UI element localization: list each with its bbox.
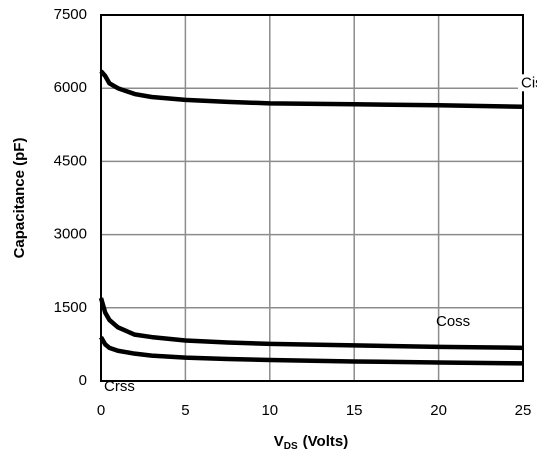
x-tick-label: 0 (97, 402, 105, 419)
series-line (99, 335, 524, 366)
x-tick-label: 25 (515, 402, 532, 419)
series-line (99, 69, 524, 109)
y-tick-label: 7500 (54, 6, 87, 23)
y-axis-title: Capacitance (pF) (11, 138, 28, 259)
x-axis-title-main: V (274, 433, 284, 450)
x-axis-title-subscript: DS (284, 441, 298, 452)
x-tick-label: 5 (181, 402, 189, 419)
y-tick-label: 0 (79, 372, 87, 389)
x-tick-label: 10 (261, 402, 278, 419)
label-background (518, 74, 537, 92)
x-tick-label: 20 (430, 402, 447, 419)
x-axis-title-unit: (Volts) (303, 433, 349, 450)
series-label: Crss (104, 378, 135, 395)
series-label: Coss (436, 313, 470, 330)
series-line (98, 297, 524, 351)
plot-border (100, 14, 524, 382)
series-label: Ciss (521, 74, 537, 91)
y-tick-label: 4500 (54, 152, 87, 169)
x-tick-label: 15 (346, 402, 363, 419)
y-tick-label: 1500 (54, 299, 87, 316)
x-axis-title: VDS (Volts) (274, 433, 348, 452)
y-tick-label: 3000 (54, 226, 87, 243)
y-tick-label: 6000 (54, 79, 87, 96)
